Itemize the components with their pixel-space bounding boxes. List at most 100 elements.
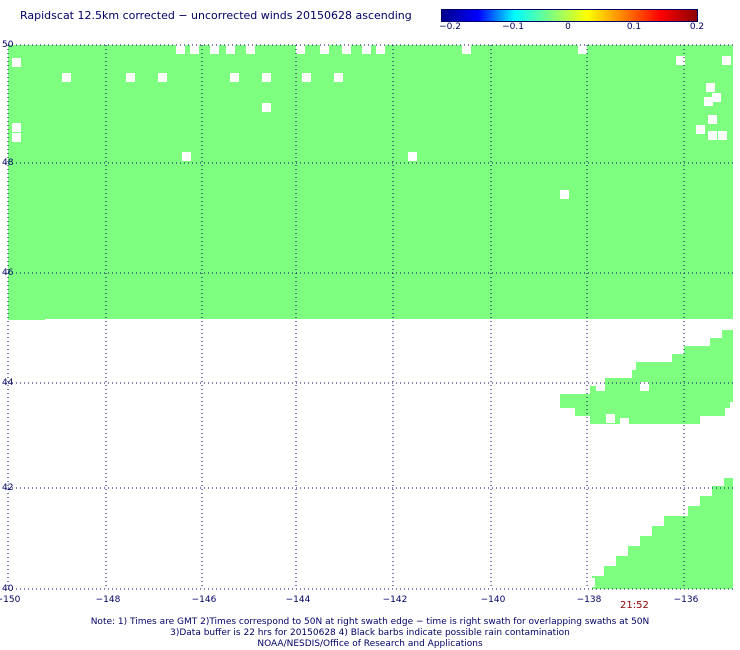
missing-cell — [722, 56, 731, 65]
missing-cell — [302, 73, 311, 82]
longitude-tick-label: −142 — [383, 595, 408, 605]
missing-cell — [12, 123, 21, 132]
swath-cell-block — [8, 293, 126, 300]
footnote-line-2: 3)Data buffer is 22 hrs for 20150628 4) … — [170, 628, 570, 638]
missing-cell — [718, 131, 727, 140]
missing-cells — [12, 45, 731, 587]
swath-cell-block — [684, 346, 733, 354]
swath-cell-block — [590, 386, 733, 394]
missing-cell — [712, 93, 721, 102]
swath-cell-block — [592, 576, 733, 589]
latitude-tick-label: 42 — [2, 483, 13, 493]
swath-cell-block — [652, 526, 733, 536]
missing-cell — [182, 152, 191, 161]
swath-cell-block — [632, 370, 733, 378]
swath-cell-block — [672, 354, 733, 362]
missing-cell — [158, 73, 167, 82]
longitude-tick-label: −136 — [674, 595, 699, 605]
swath-time-label: 21:52 — [620, 600, 649, 611]
swath-cell-block — [586, 218, 684, 227]
swath-cell-block — [8, 310, 45, 320]
missing-cell — [126, 73, 135, 82]
missing-cell — [560, 190, 569, 199]
missing-cell — [342, 45, 351, 54]
colorbar — [441, 9, 698, 22]
missing-cell — [376, 45, 385, 54]
missing-cell — [676, 56, 685, 65]
colorbar-tick-label: 0.1 — [626, 22, 642, 32]
longitude-tick-label: −138 — [577, 595, 602, 605]
latitude-tick-label: 40 — [2, 584, 14, 594]
footnote-line-3: NOAA/NESDIS/Office of Research and Appli… — [257, 639, 483, 649]
missing-cell — [620, 418, 629, 427]
longitude-tick-label: −150 — [0, 595, 21, 605]
missing-cell — [262, 103, 271, 112]
swath-cell-block — [712, 486, 733, 496]
swath-cell-block — [8, 274, 168, 293]
missing-cell — [606, 414, 615, 423]
missing-cell — [462, 45, 471, 54]
colorbar-tick-label: 0 — [565, 22, 571, 32]
latitude-tick-label: 48 — [2, 158, 14, 168]
missing-cell — [320, 45, 329, 54]
missing-cell — [578, 45, 587, 54]
missing-cell — [230, 73, 239, 82]
map-grid — [7, 44, 733, 590]
missing-cell — [246, 45, 255, 54]
swath-cell-block — [710, 338, 733, 346]
missing-cell — [190, 45, 199, 54]
swath-cell-block — [496, 227, 586, 237]
missing-cell — [334, 73, 343, 82]
swath-cell-block — [722, 330, 733, 338]
missing-cell — [12, 133, 21, 142]
colorbar-tick-label: −0.1 — [502, 22, 524, 32]
longitude-tick-label: −144 — [286, 595, 311, 605]
missing-cell — [640, 382, 649, 391]
swath-cell-block — [575, 408, 725, 416]
swath-cell-block — [640, 536, 733, 546]
swath-cell-block — [590, 414, 700, 424]
missing-cell — [12, 58, 21, 67]
colorbar-tick-label: −0.2 — [439, 22, 461, 32]
latitude-tick-label: 44 — [2, 378, 14, 388]
missing-cell — [226, 45, 235, 54]
swath-cell-block — [688, 506, 733, 516]
missing-cell — [210, 45, 219, 54]
swath-cell-block — [616, 556, 733, 566]
swath-cell-block — [560, 400, 730, 408]
swath-cell-block — [8, 300, 78, 310]
swath-cell-block — [605, 378, 733, 386]
missing-cell — [408, 152, 417, 161]
missing-cell — [696, 125, 705, 134]
latitude-tick-label: 46 — [2, 268, 14, 278]
colorbar-tick-label: 0.2 — [689, 22, 705, 32]
swath-cell-block — [724, 478, 733, 486]
swath-cell-block — [604, 566, 733, 576]
swath-cell-block — [664, 516, 733, 526]
missing-cell — [596, 382, 605, 391]
missing-cell — [708, 115, 717, 124]
map-title: Rapidscat 12.5km corrected − uncorrected… — [20, 9, 412, 22]
swath-layer — [8, 45, 733, 589]
swath-cell-block — [300, 254, 426, 264]
swath-cell-block — [700, 496, 733, 506]
swath-cell-block — [426, 237, 496, 247]
missing-cell — [704, 97, 713, 106]
swath-cell-block — [202, 264, 300, 274]
longitude-tick-label: −146 — [192, 595, 217, 605]
missing-cell — [708, 131, 717, 140]
swath-cell-block — [560, 394, 733, 402]
missing-cell — [706, 83, 715, 92]
longitude-tick-label: −148 — [96, 595, 121, 605]
missing-cell — [262, 73, 271, 82]
missing-cell — [62, 73, 71, 82]
axis-labels: −150 −148 −146 −144 −142 −140 −138 −136 50 48 46 44… — [0, 40, 699, 605]
swath-cell-block — [684, 208, 733, 210]
swath-cell-block — [628, 546, 733, 556]
missing-cell — [176, 45, 185, 54]
footnote-line-1: Note: 1) Times are GMT 2)Times correspon… — [90, 617, 650, 627]
longitude-tick-label: −140 — [481, 595, 506, 605]
missing-cell — [586, 578, 595, 587]
latitude-tick-label: 50 — [2, 40, 14, 50]
